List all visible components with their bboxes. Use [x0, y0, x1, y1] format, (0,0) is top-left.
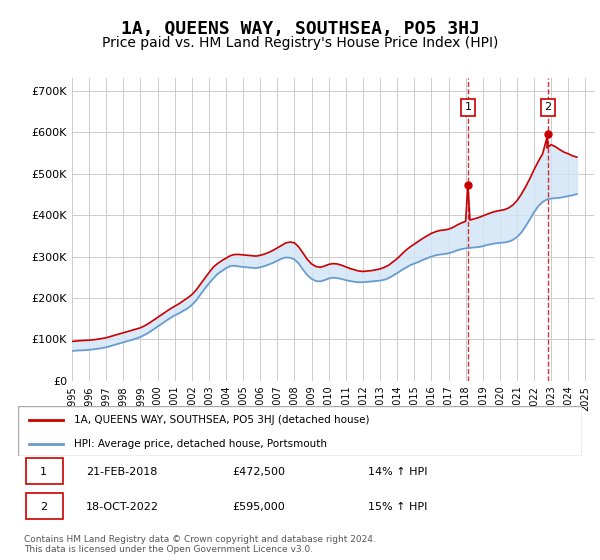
Text: 18-OCT-2022: 18-OCT-2022	[86, 502, 158, 512]
Text: Contains HM Land Registry data © Crown copyright and database right 2024.
This d: Contains HM Land Registry data © Crown c…	[24, 535, 376, 554]
Text: 14% ↑ HPI: 14% ↑ HPI	[368, 467, 427, 477]
Text: 1: 1	[40, 467, 47, 477]
FancyBboxPatch shape	[26, 493, 63, 520]
Text: £472,500: £472,500	[232, 467, 286, 477]
Text: HPI: Average price, detached house, Portsmouth: HPI: Average price, detached house, Port…	[74, 439, 328, 449]
Text: 1A, QUEENS WAY, SOUTHSEA, PO5 3HJ: 1A, QUEENS WAY, SOUTHSEA, PO5 3HJ	[121, 20, 479, 38]
Text: £595,000: £595,000	[232, 502, 285, 512]
Text: Price paid vs. HM Land Registry's House Price Index (HPI): Price paid vs. HM Land Registry's House …	[102, 36, 498, 50]
Text: 2: 2	[40, 502, 47, 512]
Text: 21-FEB-2018: 21-FEB-2018	[86, 467, 157, 477]
Text: 1A, QUEENS WAY, SOUTHSEA, PO5 3HJ (detached house): 1A, QUEENS WAY, SOUTHSEA, PO5 3HJ (detac…	[74, 415, 370, 425]
Text: 2: 2	[544, 102, 551, 113]
Text: 15% ↑ HPI: 15% ↑ HPI	[368, 502, 427, 512]
FancyBboxPatch shape	[26, 458, 63, 484]
Text: 1: 1	[464, 102, 472, 113]
FancyBboxPatch shape	[18, 406, 582, 456]
